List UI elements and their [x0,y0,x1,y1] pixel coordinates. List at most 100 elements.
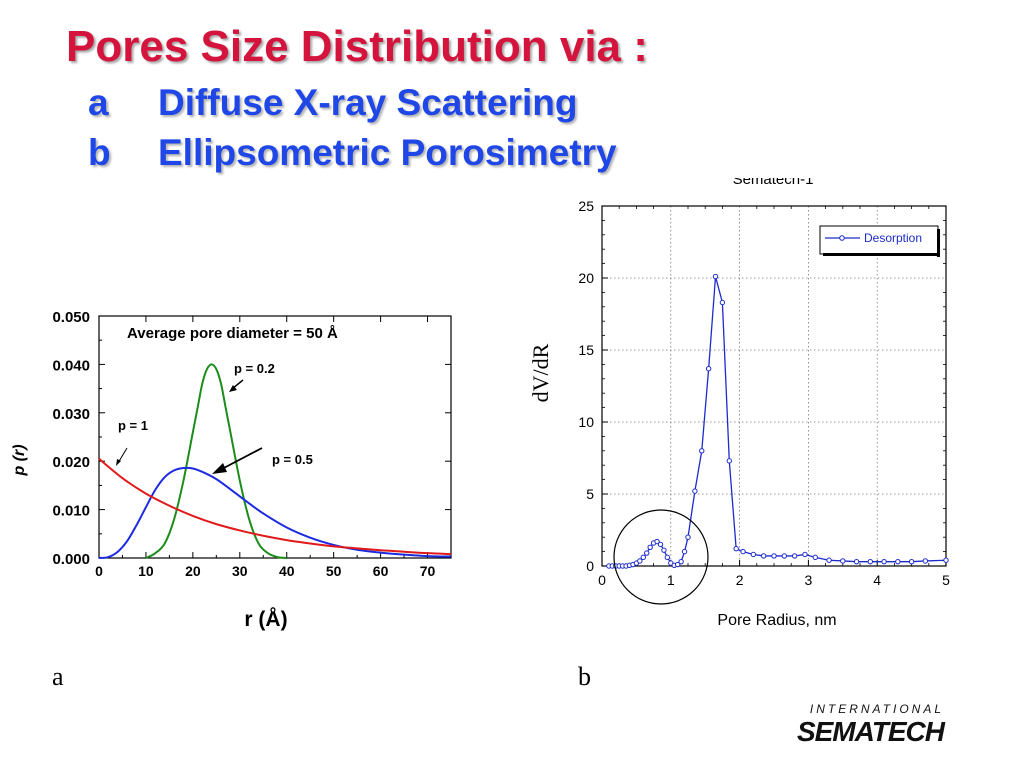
chart-b-data-point [705,366,712,372]
subtitle-letter-b: b [88,132,111,173]
chart-b-data-point [681,548,688,555]
chart-b-data-point [699,448,705,454]
legend-marker-desorption [839,235,845,241]
chart-b-x-tick-label: 2 [736,572,744,588]
sematech-logo: INTERNATIONAL SEMATECH [766,702,946,750]
chart-a-x-tick-label: 70 [420,563,436,579]
chart-b-data-point [812,554,818,561]
arrow-p02 [229,379,244,392]
chart-b-data-point [826,557,832,563]
highlight-circle [613,509,709,605]
chart-a-annotation: Average pore diameter = 50 Å [127,325,338,342]
subtitle-item-a: a Diffuse X-ray Scattering [88,82,577,124]
chart-b-data-point [712,273,719,280]
logo-line-international: INTERNATIONAL [809,702,944,716]
arrow-p05 [212,447,263,474]
chart-b-x-tick-label: 5 [942,572,950,588]
chart-b-data-point [674,561,681,568]
chart-b-data-point [692,488,698,494]
chart-b-data-point [791,553,798,559]
chart-b-plot-frame [601,205,947,567]
chart-a-y-tick-label: 0.040 [52,357,90,374]
chart-b-data-point [840,558,846,564]
chart-a-x-tick-label: 50 [326,563,342,579]
chart-a-x-tick-label: 0 [95,563,103,579]
chart-b-series-line-0 [608,276,947,567]
chart-b-data-point [760,553,767,559]
chart-b-y-tick-label: 20 [578,270,594,286]
chart-b-y-tick-label: 10 [578,414,594,430]
chart-b-data-point [750,551,757,558]
chart-b-data-point [895,558,901,565]
chart-a-series-line-2 [98,458,452,556]
series-label-p1: p = 1 [118,418,148,433]
chart-a-y-tick-label: 0.020 [52,454,90,471]
chart-b-data-point [881,558,887,565]
chart-a-x-tick-label: 20 [185,563,201,579]
chart-a-series-line-0 [145,363,287,559]
chart-b-grid [602,206,946,566]
chart-b-data-point [802,551,808,558]
subtitle-item-b: b Ellipsometric Porosimetry [88,132,617,174]
chart-b-data-point [943,557,949,563]
chart-b-x-tick-label: 1 [667,572,675,588]
chart-b-data-point [678,558,684,565]
chart-b-data-point [640,554,646,561]
chart-b-ticks: 0 1 2 3 4 5 0 5 10 15 20 25 [578,198,950,588]
chart-b-data-point [685,534,691,540]
chart-a-x-axis-label: r (Å) [244,607,287,631]
chart-b-data-point [657,541,664,548]
chart-b-y-tick-label: 5 [586,486,594,502]
chart-b-data-point [771,553,777,559]
series-label-p02: p = 0.2 [234,361,275,376]
chart-b-x-tick-label: 4 [873,572,881,588]
chart-b-data-point [726,458,732,464]
arrow-p1 [116,447,128,466]
panel-label-a: a [52,662,64,691]
chart-b-y-tick-label: 15 [578,342,594,358]
chart-b-data-point [908,558,915,565]
chart-b-legend: Desorption [819,225,940,257]
chart-b-x-axis-label: Pore Radius, nm [717,612,836,629]
chart-b-data-point [853,558,860,565]
chart-a-x-tick-label: 40 [279,563,295,579]
chart-a-y-tick-label: 0.010 [52,503,90,520]
subtitle-text-a: Diffuse X-ray Scattering [158,82,578,123]
chart-a-x-tick-label: 30 [232,563,248,579]
chart-a-x-tick-label: 60 [373,563,389,579]
legend-label-desorption: Desorption [864,231,922,245]
chart-b-title-cover [700,170,850,178]
chart-b-data-point [647,544,653,550]
panel-label-b: b [578,662,591,691]
subtitle-letter-a: a [88,82,109,123]
slide-title: Pores Size Distribution via : [66,22,648,71]
chart-b-y-axis-label: dV/dR [528,343,553,402]
chart-a-y-tick-label: 0.030 [52,406,90,423]
chart-b-data-point [664,554,671,561]
chart-a-y-tick-label: 0.050 [52,309,90,326]
chart-b-data-point [637,558,643,564]
chart-a-y-axis-label: p (r) [11,444,28,476]
chart-b-y-tick-label: 0 [586,558,594,574]
chart-b-data-point [719,299,726,306]
chart-b-series-group [606,273,949,569]
logo-line-sematech: SEMATECH [796,716,945,747]
chart-b-data-point [661,547,667,553]
chart-a-x-tick-label: 10 [138,563,154,579]
chart-b-x-tick-label: 0 [598,572,606,588]
chart-b-data-point [654,538,660,545]
chart-a-series-line-1 [98,466,452,559]
subtitle-text-b: Ellipsometric Porosimetry [158,132,617,173]
series-label-p05: p = 0.5 [272,452,313,467]
chart-b-data-point [922,558,929,564]
chart-b-x-tick-label: 3 [805,572,813,588]
chart-b-data-point [867,558,874,565]
chart-b-data-point [644,550,650,556]
chart-b-y-tick-label: 25 [578,198,594,214]
chart-b-data-point [740,548,746,555]
chart-b-data-point [781,553,788,559]
chart-a-y-tick-label: 0.000 [52,551,90,568]
chart-pore-distribution: 0 10 20 30 40 50 60 70 0.000 0.010 0.020 0.030 0.040… [11,309,452,631]
chart-a-series-group [98,363,452,559]
